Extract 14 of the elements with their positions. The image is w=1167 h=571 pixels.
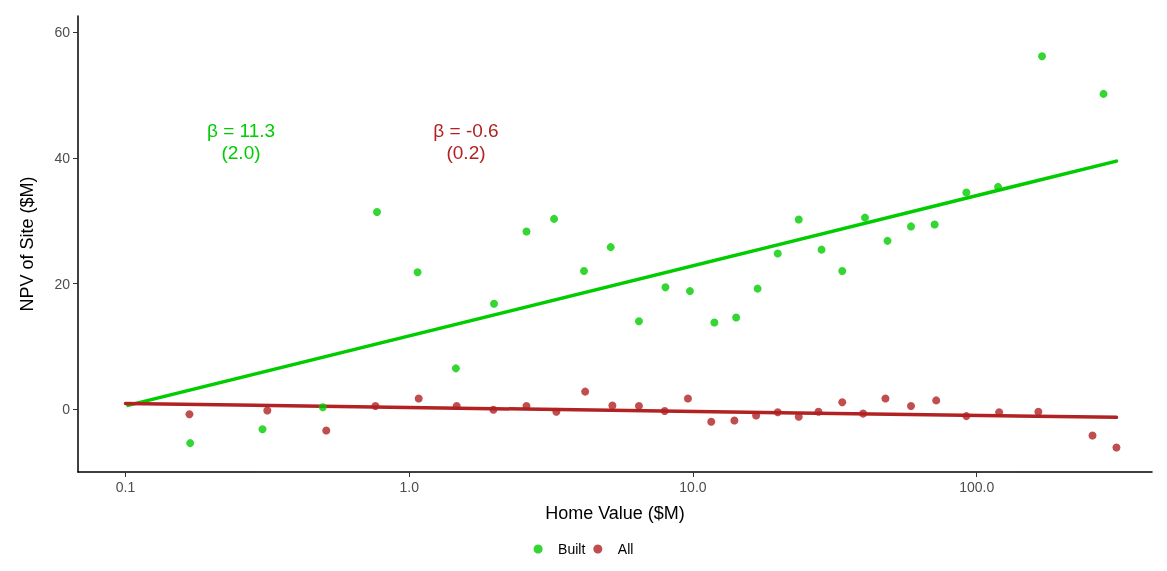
y-tick-label: 0 (62, 401, 71, 418)
legend-label: Built (558, 541, 586, 557)
y-tick-label: 60 (54, 24, 71, 41)
y-axis-title: NPV of Site ($M) (17, 176, 37, 312)
x-tick-label: 0.1 (115, 479, 136, 495)
x-tick-label: 1.0 (399, 479, 420, 495)
x-tick-label: 100.0 (959, 479, 995, 495)
y-tick-label: 20 (54, 275, 71, 292)
legend-label: All (617, 541, 634, 557)
annotation: β = 11.3 (2.0) (206, 119, 276, 163)
y-tick-label: 40 (54, 149, 71, 166)
x-axis-title: Home Value ($M) (545, 503, 685, 523)
annotation: β = -0.6 (0.2) (433, 119, 499, 163)
x-tick-label: 10.0 (679, 479, 707, 495)
